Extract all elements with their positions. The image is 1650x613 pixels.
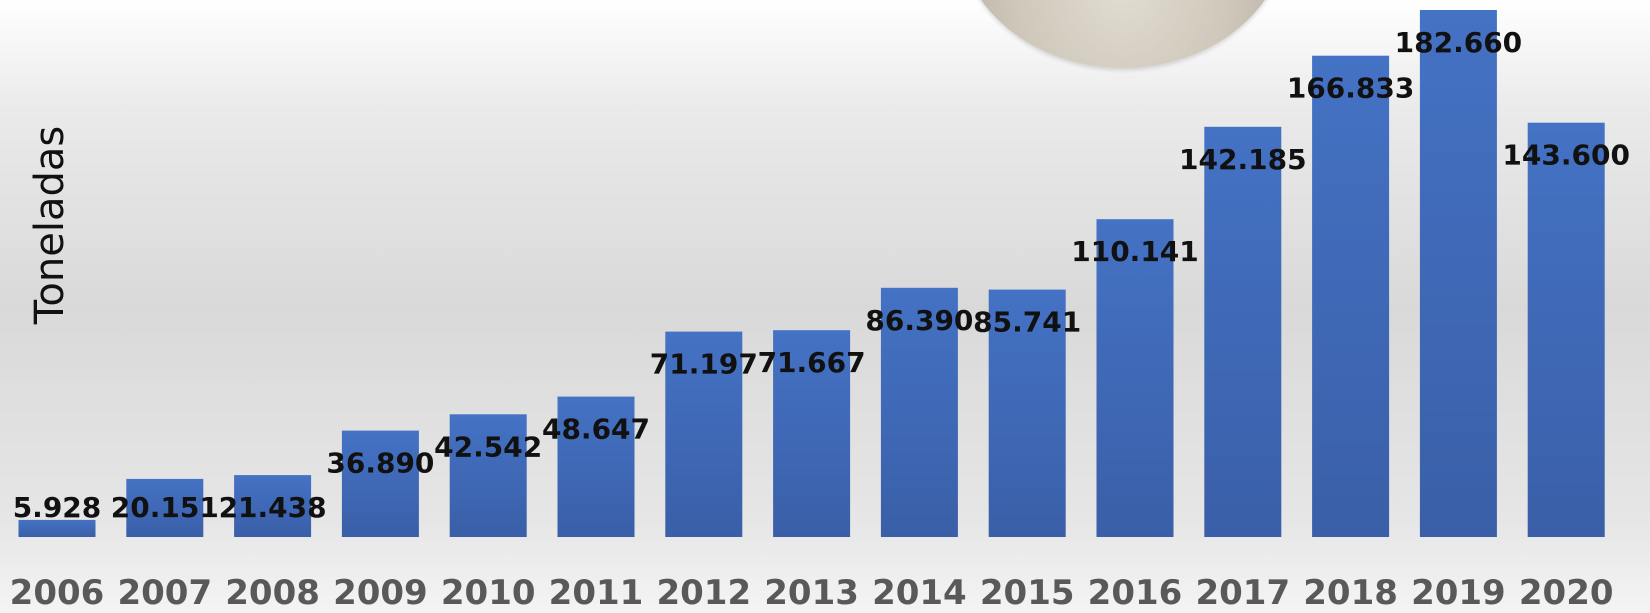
data-label-2020: 143.600 [1502,139,1630,172]
x-tick-2006: 2006 [10,573,105,613]
x-tick-2011: 2011 [549,573,644,613]
data-label-2014: 86.390 [865,304,973,337]
data-label-2012: 71.197 [650,348,758,381]
bar-2007 [126,478,204,537]
x-tick-2007: 2007 [117,573,212,613]
data-label-2019: 182.660 [1395,26,1523,59]
data-label-2007: 20.151 [111,491,219,524]
data-label-2016: 110.141 [1071,235,1199,268]
data-label-2008: 21.438 [219,491,327,524]
x-tick-2009: 2009 [333,573,428,613]
data-label-2017: 142.185 [1179,143,1307,176]
bar-2010 [449,414,527,537]
data-label-2018: 166.833 [1287,72,1415,105]
bar-2006 [18,519,96,537]
bar-2009 [341,430,419,537]
x-tick-2008: 2008 [225,573,320,613]
x-tick-2019: 2019 [1411,573,1506,613]
x-tick-2020: 2020 [1519,573,1614,613]
x-tick-2016: 2016 [1088,573,1183,613]
bar-2008 [234,475,312,537]
bar-2013 [773,330,851,537]
x-tick-2012: 2012 [656,573,751,613]
x-tick-2014: 2014 [872,573,967,613]
bar-2019 [1419,10,1497,537]
data-label-2013: 71.667 [758,346,866,379]
x-tick-2015: 2015 [980,573,1075,613]
bar-2014 [880,287,958,537]
bar-2020 [1527,122,1605,537]
data-label-2006: 5.928 [13,491,102,524]
x-tick-2018: 2018 [1303,573,1398,613]
bar-2018 [1312,55,1390,537]
x-tick-2013: 2013 [764,573,859,613]
data-label-2015: 85.741 [973,306,1081,339]
x-tick-2017: 2017 [1195,573,1290,613]
bar-2012 [665,331,743,537]
bar-2017 [1204,126,1282,538]
x-tick-2010: 2010 [441,573,536,613]
bar-2016 [1096,219,1174,537]
bar-2011 [557,396,635,537]
data-label-2009: 36.890 [326,447,434,480]
bar-2015 [988,289,1066,537]
data-label-2010: 42.542 [434,430,542,463]
data-label-2011: 48.647 [542,413,650,446]
